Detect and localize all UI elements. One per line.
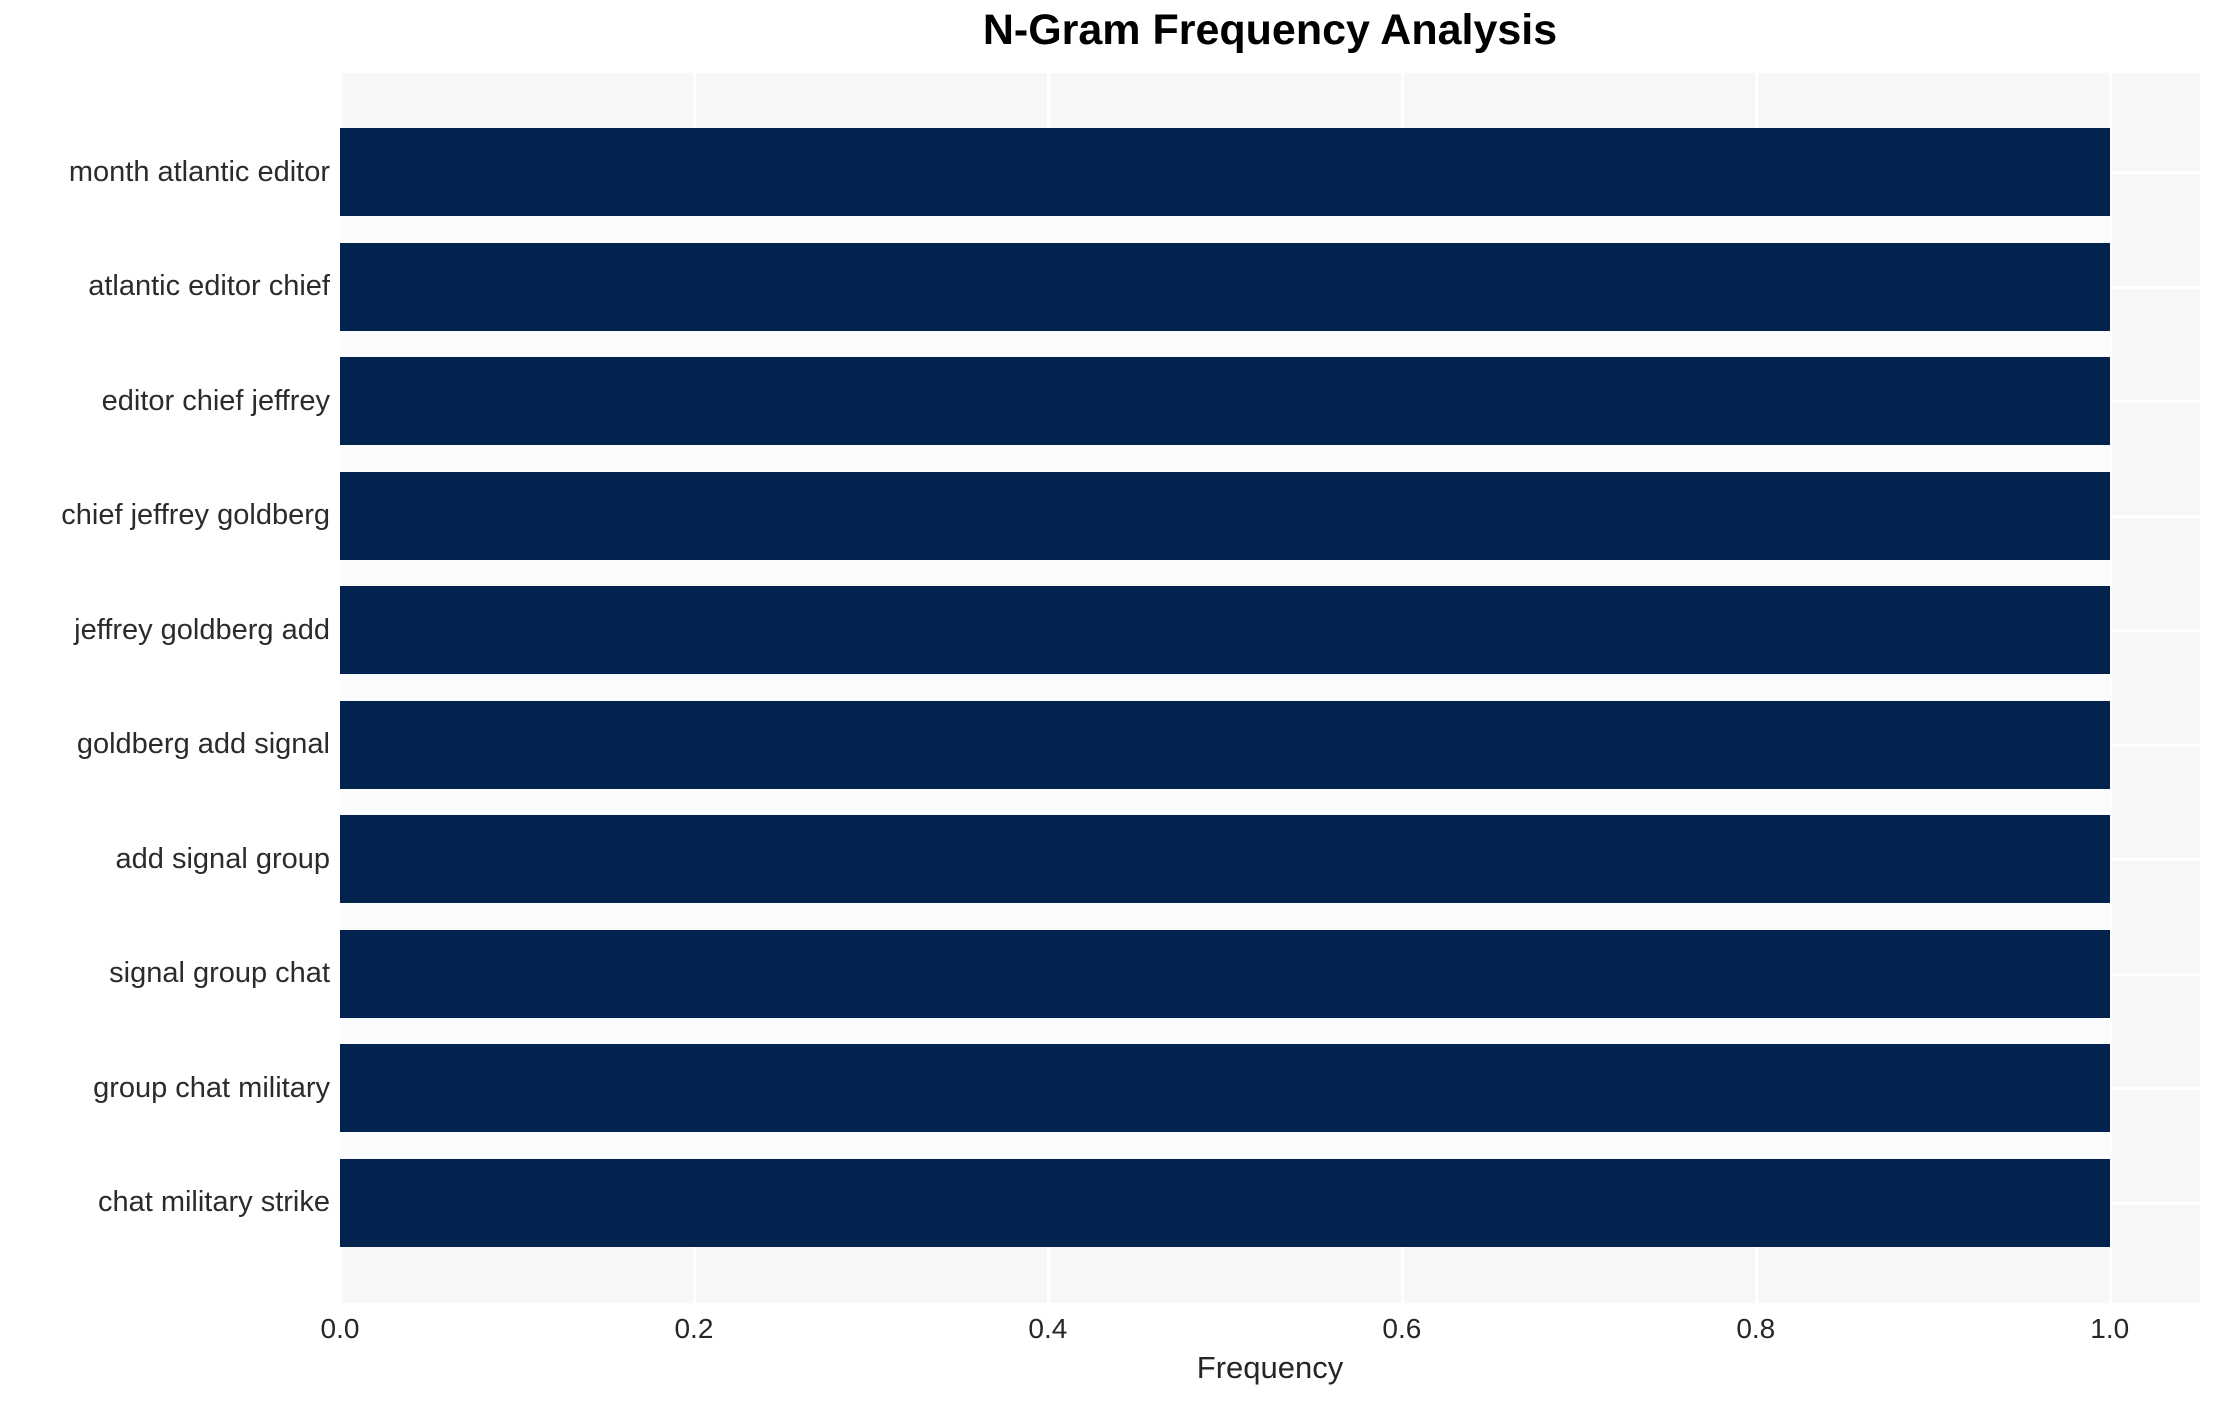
chart-title: N-Gram Frequency Analysis xyxy=(982,6,1558,54)
bar-track xyxy=(340,357,2200,446)
x-axis-ticks: 0.0 0.2 0.4 0.6 0.8 1.0 xyxy=(321,1313,2200,1344)
category-label: chief jeffrey goldberg xyxy=(61,499,330,532)
bar-row: atlantic editor chief xyxy=(0,242,2200,331)
bar-row: signal group chat xyxy=(0,929,2200,1018)
frequency-bar xyxy=(340,700,2110,789)
bar-gap-stripe xyxy=(340,1132,2110,1160)
category-label: group chat military xyxy=(93,1071,330,1104)
bar-row: add signal group xyxy=(0,815,2200,904)
bar-gap-stripe xyxy=(340,330,2110,358)
bar-track xyxy=(340,471,2200,560)
x-tick-label: 0.6 xyxy=(1382,1313,1422,1344)
bar-gap-stripe xyxy=(340,674,2110,702)
bar-gap-stripe xyxy=(340,559,2110,587)
bar-row: editor chief jeffrey xyxy=(0,357,2200,446)
category-label: month atlantic editor xyxy=(68,155,330,188)
bar-gap-stripe xyxy=(340,445,2110,473)
bar-row: jeffrey goldberg add xyxy=(0,586,2200,675)
bar-track xyxy=(340,586,2200,675)
bar-track xyxy=(340,815,2200,904)
frequency-bar xyxy=(340,471,2110,560)
x-tick-label: 0.0 xyxy=(320,1313,360,1344)
category-label: editor chief jeffrey xyxy=(101,384,330,417)
x-axis-label: Frequency xyxy=(1196,1350,1344,1385)
x-tick-label: 1.0 xyxy=(2090,1313,2130,1344)
bar-track xyxy=(340,128,2200,216)
bar-gap-stripe xyxy=(340,216,2110,243)
bar-track xyxy=(340,242,2200,331)
bar-row: chat military strike xyxy=(0,1158,2200,1247)
frequency-bar xyxy=(340,242,2110,331)
category-label: jeffrey goldberg add xyxy=(74,613,330,646)
x-gridline xyxy=(2108,73,2112,1303)
bar-track xyxy=(340,700,2200,789)
category-label: add signal group xyxy=(115,842,330,875)
frequency-bar xyxy=(340,815,2110,904)
category-label: chat military strike xyxy=(97,1186,330,1219)
frequency-bar xyxy=(340,128,2110,216)
frequency-bar xyxy=(340,1158,2110,1247)
x-tick-label: 0.8 xyxy=(1736,1313,1776,1344)
frequency-bar xyxy=(340,357,2110,446)
category-label: atlantic editor chief xyxy=(88,270,330,303)
category-label: signal group chat xyxy=(109,957,330,990)
bar-row: chief jeffrey goldberg xyxy=(0,471,2200,560)
bar-row: group chat military xyxy=(0,1044,2200,1133)
category-label: goldberg add signal xyxy=(76,728,330,761)
bar-row: month atlantic editor xyxy=(0,128,2200,216)
bar-gap-stripe xyxy=(340,1017,2110,1045)
frequency-bar xyxy=(340,929,2110,1018)
x-tick-label: 0.2 xyxy=(674,1313,714,1344)
bar-track xyxy=(340,1158,2200,1247)
bar-rows: month atlantic editor atlantic editor ch… xyxy=(0,73,2200,1303)
bar-track xyxy=(340,1044,2200,1133)
bar-row: goldberg add signal xyxy=(0,700,2200,789)
bar-gap-stripe xyxy=(340,788,2110,816)
bar-gap-stripe xyxy=(340,903,2110,931)
frequency-bar xyxy=(340,1044,2110,1133)
bar-track xyxy=(340,929,2200,1018)
frequency-bar xyxy=(340,586,2110,675)
x-tick-label: 0.4 xyxy=(1028,1313,1068,1344)
